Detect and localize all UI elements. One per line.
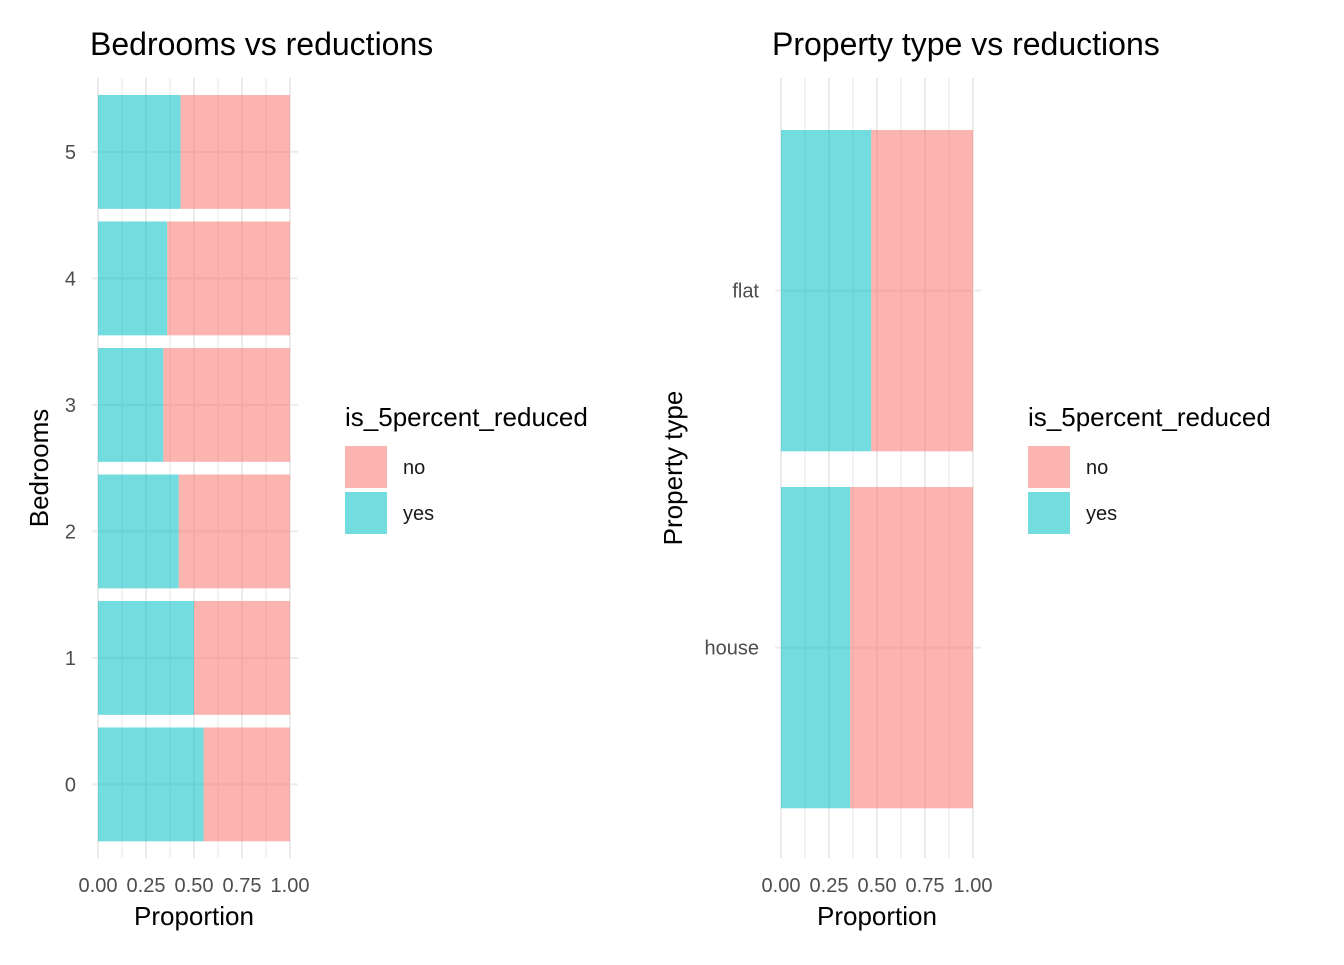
bar-yes-3 <box>98 348 164 462</box>
bar-no-0 <box>203 727 290 842</box>
legend-label-yes: yes <box>1086 503 1117 525</box>
x-tick-label: 1.00 <box>954 875 993 897</box>
bar-yes-flat <box>781 130 872 452</box>
bar-no-5 <box>180 95 290 209</box>
x-axis-title: Proportion <box>134 901 254 931</box>
legend-title: is_5percent_reduced <box>345 402 588 432</box>
y-tick-label: 4 <box>65 268 76 290</box>
x-tick-label: 1.00 <box>271 875 310 897</box>
legend-label-yes: yes <box>403 503 434 525</box>
y-axis-title: Property type <box>658 391 688 546</box>
y-tick-label: 0 <box>65 774 76 796</box>
legend-key-yes <box>345 492 387 534</box>
x-tick-label: 0.50 <box>858 875 897 897</box>
x-tick-label: 0.25 <box>127 875 166 897</box>
x-tick-label: 0.75 <box>906 875 945 897</box>
bar-yes-4 <box>98 221 168 336</box>
y-tick-label: 2 <box>65 521 76 543</box>
chart-property-type: Property type vs reductions house flat 0.00… <box>658 26 1271 931</box>
bar-yes-0 <box>98 727 204 842</box>
bar-yes-1 <box>98 601 194 715</box>
bar-no-flat <box>871 130 973 452</box>
x-tick-label: 0.25 <box>810 875 849 897</box>
bar-no-3 <box>163 348 290 462</box>
y-tick-label: house <box>705 638 760 660</box>
legend-key-yes <box>1028 492 1070 534</box>
bar-no-house <box>850 487 973 809</box>
y-axis-title: Bedrooms <box>24 409 54 528</box>
y-tick-label: flat <box>732 281 759 303</box>
x-tick-label: 0.50 <box>175 875 214 897</box>
y-tick-label: 3 <box>65 395 76 417</box>
x-tick-label: 0.75 <box>223 875 262 897</box>
legend-label-no: no <box>403 457 425 479</box>
chart-bedrooms: Bedrooms vs reductions 0 1 2 3 4 5 0.00 0.25 0.50… <box>24 26 588 931</box>
y-tick-label: 5 <box>65 142 76 164</box>
bar-yes-5 <box>98 95 181 209</box>
bar-yes-house <box>781 487 851 809</box>
chart-title: Bedrooms vs reductions <box>90 26 433 62</box>
legend-label-no: no <box>1086 457 1108 479</box>
y-tick-label: 1 <box>65 648 76 670</box>
bar-yes-2 <box>98 474 179 589</box>
bar-no-4 <box>167 221 290 336</box>
x-tick-label: 0.00 <box>762 875 801 897</box>
legend-key-no <box>345 446 387 488</box>
legend-title: is_5percent_reduced <box>1028 402 1271 432</box>
chart-title: Property type vs reductions <box>772 26 1160 62</box>
legend-key-no <box>1028 446 1070 488</box>
x-axis-title: Proportion <box>817 901 937 931</box>
x-tick-label: 0.00 <box>79 875 118 897</box>
bar-no-2 <box>178 474 290 589</box>
bar-no-1 <box>194 601 290 715</box>
